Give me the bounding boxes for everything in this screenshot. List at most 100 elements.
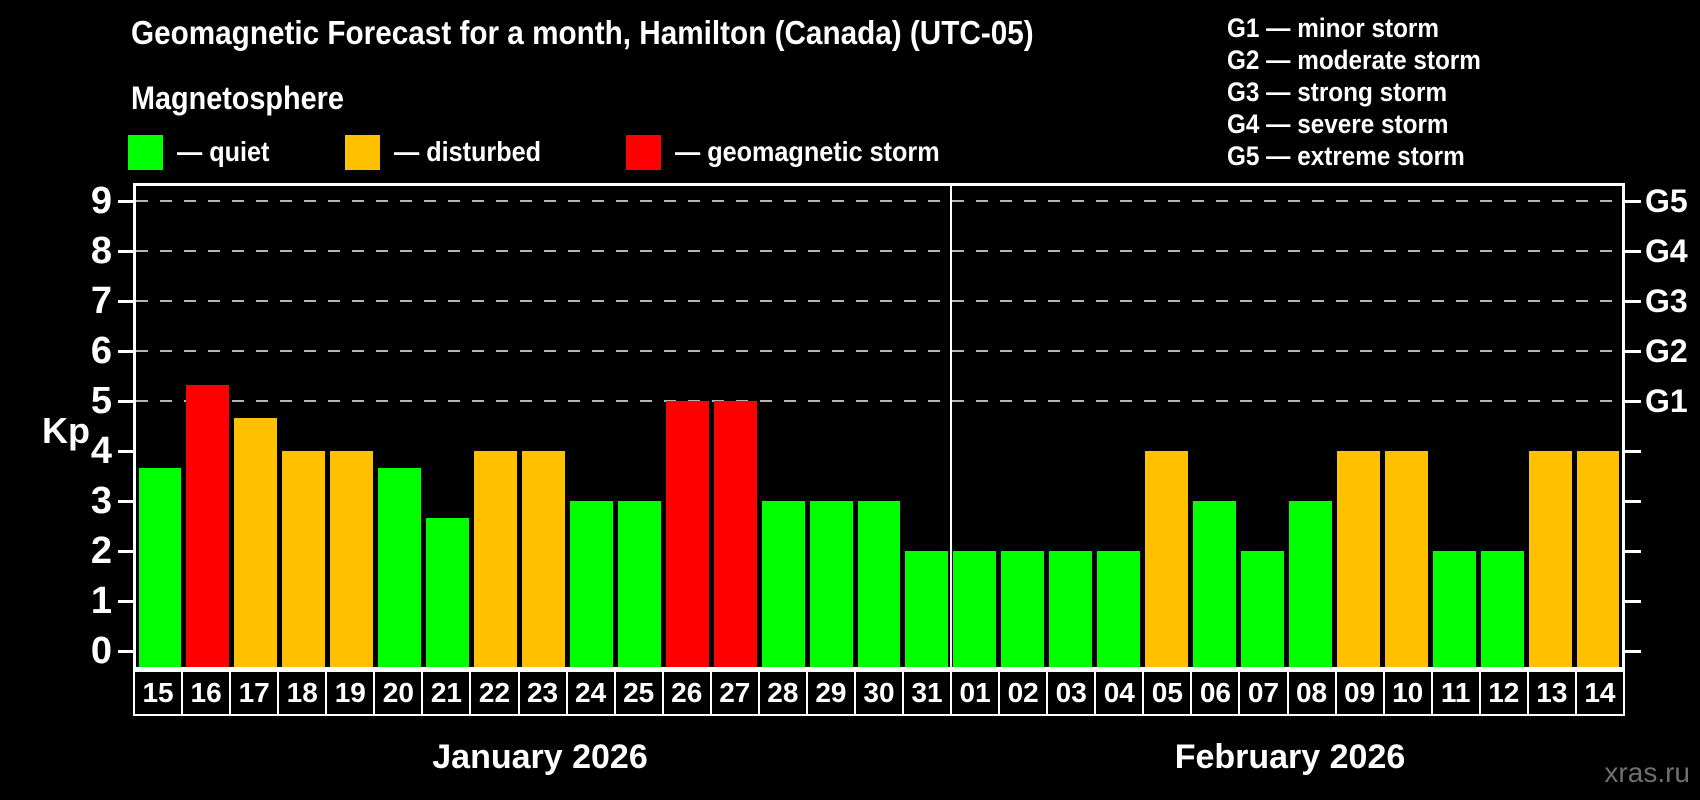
kp-bar-day-10 <box>1384 451 1428 667</box>
kp-bar-day-21 <box>426 517 470 667</box>
y-axis-label-6: 6 <box>90 330 112 372</box>
kp-bar-day-20 <box>378 467 422 667</box>
right-axis-tick-4 <box>1625 449 1641 453</box>
day-cell-27: 27 <box>709 670 760 716</box>
y-axis-tick-6 <box>118 349 133 353</box>
day-cell-22: 22 <box>469 670 520 716</box>
y-axis-label-9: 9 <box>90 180 112 222</box>
kp-bar-day-28 <box>761 501 805 667</box>
day-cell-28: 28 <box>757 670 808 716</box>
day-cell-01: 01 <box>950 670 1001 716</box>
kp-bar-day-16 <box>186 384 230 667</box>
y-axis-label-2: 2 <box>90 530 112 572</box>
kp-bar-day-25 <box>617 501 661 667</box>
day-cell-18: 18 <box>277 670 328 716</box>
kp-bar-day-18 <box>282 451 326 667</box>
kp-bar-day-26 <box>665 401 709 667</box>
kp-bar-day-11 <box>1432 551 1476 667</box>
legend-label-disturbed: — disturbed <box>394 136 542 167</box>
day-cell-31: 31 <box>902 670 953 716</box>
kp-bar-day-29 <box>809 501 853 667</box>
month-label-january: January 2026 <box>432 738 648 776</box>
day-cell-30: 30 <box>853 670 904 716</box>
g5-legend-line: G5 — extreme storm <box>1227 141 1465 171</box>
day-cell-16: 16 <box>181 670 232 716</box>
day-cell-02: 02 <box>998 670 1049 716</box>
g-axis-label-g3: G3 <box>1645 283 1688 319</box>
y-axis-tick-2 <box>118 549 133 553</box>
kp-bar-day-01 <box>953 551 997 667</box>
kp-bar-day-06 <box>1193 501 1236 667</box>
plot-area <box>133 183 1625 670</box>
storm-color-swatch <box>626 134 661 170</box>
y-axis-label-3: 3 <box>90 480 112 522</box>
kp-bar-day-27 <box>713 401 757 667</box>
right-axis-tick-3 <box>1625 499 1641 503</box>
month-separator <box>949 186 952 667</box>
kp-bar-day-24 <box>569 501 613 667</box>
legend-item-storm: — geomagnetic storm <box>626 134 969 170</box>
kp-bar-day-13 <box>1528 451 1572 667</box>
day-cell-25: 25 <box>613 670 664 716</box>
y-axis-tick-3 <box>118 499 133 503</box>
legend-label-quiet: — quiet <box>177 136 270 167</box>
disturbed-color-swatch <box>345 134 380 170</box>
g-axis-label-g2: G2 <box>1645 333 1688 369</box>
day-cell-06: 06 <box>1190 670 1241 716</box>
gridline-kp9 <box>136 200 1622 202</box>
legend-item-quiet: — quiet <box>128 134 280 170</box>
day-cell-04: 04 <box>1094 670 1145 716</box>
y-axis-tick-5 <box>118 399 133 403</box>
month-label-february: February 2026 <box>1174 738 1406 776</box>
y-axis-tick-7 <box>118 299 133 303</box>
day-cell-19: 19 <box>325 670 376 716</box>
day-cell-17: 17 <box>229 670 280 716</box>
watermark: xras.ru <box>1604 757 1690 788</box>
kp-bar-day-09 <box>1336 451 1380 667</box>
kp-bar-day-05 <box>1145 451 1189 667</box>
right-axis-tick-8 <box>1625 249 1641 253</box>
kp-bar-day-22 <box>474 451 517 667</box>
kp-bar-day-12 <box>1480 551 1524 667</box>
y-axis-label-7: 7 <box>90 280 112 322</box>
day-cell-20: 20 <box>373 670 424 716</box>
y-axis-tick-9 <box>118 199 133 203</box>
y-axis-label-0: 0 <box>90 630 112 672</box>
kp-bar-day-04 <box>1097 551 1141 667</box>
g-axis-label-g1: G1 <box>1645 383 1688 419</box>
gridline-kp5 <box>136 400 1622 402</box>
right-axis-tick-6 <box>1625 349 1641 353</box>
quiet-color-swatch <box>128 134 163 170</box>
kp-bar-day-14 <box>1576 451 1620 667</box>
kp-bar-day-31 <box>905 551 949 667</box>
gridline-kp6 <box>136 350 1622 352</box>
g-axis-label-g5: G5 <box>1645 183 1688 219</box>
kp-bar-day-03 <box>1049 551 1093 667</box>
day-cell-05: 05 <box>1142 670 1193 716</box>
y-axis-tick-0 <box>118 649 133 653</box>
kp-bar-day-08 <box>1288 501 1332 667</box>
day-cell-29: 29 <box>805 670 856 716</box>
day-cell-10: 10 <box>1382 670 1433 716</box>
kp-bar-day-23 <box>521 451 565 667</box>
gridline-kp7 <box>136 300 1622 302</box>
day-cell-23: 23 <box>517 670 568 716</box>
kp-bar-day-07 <box>1241 551 1284 667</box>
y-axis-label-8: 8 <box>90 230 112 272</box>
g-scale-legend: G1 — minor storm G2 — moderate storm G3 … <box>1227 12 1509 172</box>
g4-legend-line: G4 — severe storm <box>1227 109 1449 139</box>
y-axis-label-1: 1 <box>90 580 112 622</box>
y-axis-tick-4 <box>118 449 133 453</box>
g2-legend-line: G2 — moderate storm <box>1227 45 1481 75</box>
kp-bar-day-30 <box>857 501 901 667</box>
y-axis-tick-1 <box>118 599 133 603</box>
day-axis-row: 15 16 17 18 19 20 21 22 23 24 25 26 27 28 29 30 31 01 02 03… <box>133 670 1625 716</box>
day-cell-12: 12 <box>1478 670 1529 716</box>
g3-legend-line: G3 — strong storm <box>1227 77 1448 107</box>
kp-bar-day-15 <box>138 467 182 667</box>
y-axis-label-5: 5 <box>90 380 112 422</box>
day-cell-09: 09 <box>1334 670 1385 716</box>
g1-legend-line: G1 — minor storm <box>1227 13 1439 43</box>
right-axis-tick-5 <box>1625 399 1641 403</box>
